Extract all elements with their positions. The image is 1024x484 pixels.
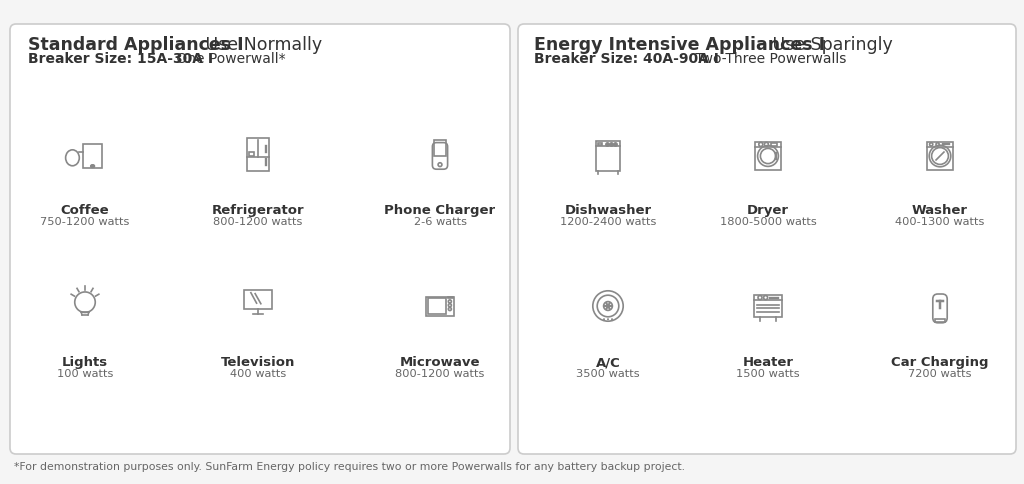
Bar [434,140,446,156]
Text: Dishwasher: Dishwasher [564,204,651,217]
Bar [249,151,254,155]
Bar [771,143,777,146]
Bar [426,297,454,316]
Text: 1800-5000 watts: 1800-5000 watts [720,217,816,227]
Text: *For demonstration purposes only. SunFarm Energy policy requires two or more Pow: *For demonstration purposes only. SunFar… [14,462,685,472]
Text: Standard Appliances I: Standard Appliances I [28,36,244,54]
Bar [83,144,102,168]
Text: Breaker Size: 40A-90A I: Breaker Size: 40A-90A I [534,52,719,66]
Text: A/C: A/C [596,356,621,369]
Bar [596,141,621,171]
Bar [756,142,781,170]
Text: One Powerwall*: One Powerwall* [172,52,286,66]
Bar [927,142,952,170]
FancyBboxPatch shape [518,24,1016,454]
Text: Breaker Size: 15A-30A I: Breaker Size: 15A-30A I [28,52,213,66]
Bar [428,298,446,314]
Text: 750-1200 watts: 750-1200 watts [40,217,130,227]
Text: 1500 watts: 1500 watts [736,369,800,379]
Bar [247,138,269,171]
Text: 400 watts: 400 watts [229,369,286,379]
Text: 2-6 watts: 2-6 watts [414,217,467,227]
FancyBboxPatch shape [10,24,510,454]
Text: Heater: Heater [742,356,794,369]
Text: Washer: Washer [912,204,968,217]
Bar [244,290,272,309]
Text: Two-Three Powerwalls: Two-Three Powerwalls [691,52,847,66]
Bar [598,143,602,145]
Text: Car Charging: Car Charging [891,356,989,369]
Text: Lights: Lights [61,356,109,369]
Text: Refrigerator: Refrigerator [212,204,304,217]
Circle shape [603,318,605,320]
Text: Energy Intensive Appliances I: Energy Intensive Appliances I [534,36,825,54]
Text: Dryer: Dryer [746,204,790,217]
Text: 400-1300 watts: 400-1300 watts [895,217,985,227]
Circle shape [607,318,609,320]
Text: Coffee: Coffee [60,204,110,217]
Bar [447,297,453,299]
Text: 7200 watts: 7200 watts [908,369,972,379]
Bar [755,295,781,317]
Circle shape [611,318,613,320]
Text: 100 watts: 100 watts [56,369,114,379]
Text: Use Normally: Use Normally [200,36,323,54]
Text: Television: Television [221,356,295,369]
Text: Use Sparingly: Use Sparingly [767,36,893,54]
Text: Microwave: Microwave [399,356,480,369]
Text: 1200-2400 watts: 1200-2400 watts [560,217,656,227]
Text: 3500 watts: 3500 watts [577,369,640,379]
Bar [935,319,945,322]
Text: Phone Charger: Phone Charger [384,204,496,217]
Text: 800-1200 watts: 800-1200 watts [395,369,484,379]
Text: 800-1200 watts: 800-1200 watts [213,217,303,227]
